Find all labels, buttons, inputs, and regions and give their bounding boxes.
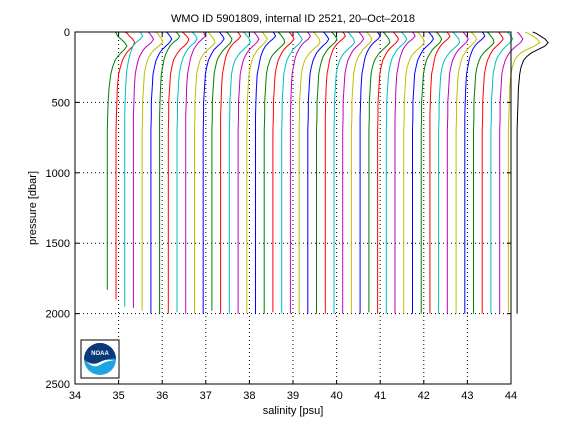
salinity-profile-line [464, 31, 486, 314]
salinity-profile-line [185, 31, 207, 314]
plot-area [106, 31, 549, 314]
y-tick-label: 1500 [46, 238, 70, 250]
salinity-profile-line [359, 31, 381, 314]
tick-labels: 34 35 36 37 38 39 40 41 42 43 44 0 500 1000 1500 2000 25… [46, 27, 518, 402]
y-tick-label: 500 [52, 97, 70, 109]
salinity-profile-line [438, 31, 461, 314]
x-tick-label: 44 [505, 390, 517, 402]
salinity-profile-line [281, 31, 303, 314]
logo-wordmark: NOAA [91, 351, 109, 357]
grid [75, 32, 511, 384]
salinity-profile-line [455, 31, 478, 314]
x-tick-label: 40 [330, 390, 342, 402]
y-tick-label: 2500 [46, 379, 70, 391]
x-tick-label: 43 [461, 390, 473, 402]
x-tick-label: 36 [156, 390, 168, 402]
salinity-profile-line [141, 31, 163, 311]
salinity-profile-line [394, 31, 416, 314]
logo-bird-shape [86, 359, 114, 367]
y-axis-label: pressure [dbar] [27, 171, 39, 245]
x-tick-label: 39 [287, 390, 299, 402]
salinity-profile-line [132, 31, 155, 308]
salinity-profile-line [202, 31, 225, 314]
salinity-profile-line [211, 31, 233, 311]
salinity-profile-line [368, 31, 391, 313]
salinity-profile-line [342, 31, 365, 314]
salinity-profile-line [194, 31, 216, 314]
salinity-profile-line [324, 31, 346, 314]
y-tick-label: 0 [64, 27, 70, 39]
logo-sky-half [84, 343, 116, 366]
salinity-profile-line [159, 31, 181, 314]
salinity-profile-line [237, 31, 260, 314]
y-tick-label: 2000 [46, 309, 70, 321]
salinity-profile-line [429, 31, 451, 314]
salinity-profile-line [298, 31, 321, 314]
salinity-profile-line [481, 31, 504, 314]
x-tick-label: 41 [374, 390, 386, 402]
salinity-profile-line [473, 31, 495, 314]
x-tick-label: 35 [112, 390, 124, 402]
x-tick-label: 38 [243, 390, 255, 402]
x-tick-label: 34 [69, 390, 81, 402]
noaa-logo: NOAA [80, 339, 120, 379]
salinity-profile-line [516, 31, 549, 314]
y-tick-label: 1000 [46, 168, 70, 180]
salinity-profile-line [124, 31, 144, 307]
x-tick-label: 42 [418, 390, 430, 402]
salinity-profile-line [289, 31, 312, 314]
salinity-profile-line [412, 31, 434, 314]
salinity-profile-line [316, 31, 338, 314]
salinity-profile-line [350, 31, 373, 314]
salinity-profile-line [420, 31, 443, 314]
salinity-profile-line [377, 31, 400, 314]
salinity-profile-line [167, 31, 190, 314]
salinity-profile-line [228, 31, 251, 314]
salinity-profile-line [150, 31, 173, 314]
salinity-profile-line [246, 31, 268, 314]
series-layer [106, 31, 549, 314]
salinity-profile-line [307, 31, 330, 314]
x-tick-label: 37 [200, 390, 212, 402]
salinity-profile-line [403, 31, 425, 314]
salinity-profile-line [115, 31, 136, 300]
salinity-profile-line [176, 31, 198, 313]
salinity-profile-line [333, 31, 356, 314]
salinity-profile-line [446, 31, 469, 314]
ticks [74, 31, 512, 385]
salinity-profile-line [272, 31, 295, 313]
salinity-profile-line [507, 31, 541, 313]
salinity-profile-line [255, 31, 277, 314]
salinity-profile-line [385, 31, 408, 314]
salinity-profile-line [220, 31, 242, 314]
salinity-profile-line [106, 31, 128, 290]
salinity-profile-line [263, 31, 286, 314]
salinity-profile-line [499, 31, 524, 314]
x-axis-label: salinity [psu] [263, 405, 324, 417]
chart-title: WMO ID 5901809, internal ID 2521, 20–Oct… [171, 13, 415, 25]
